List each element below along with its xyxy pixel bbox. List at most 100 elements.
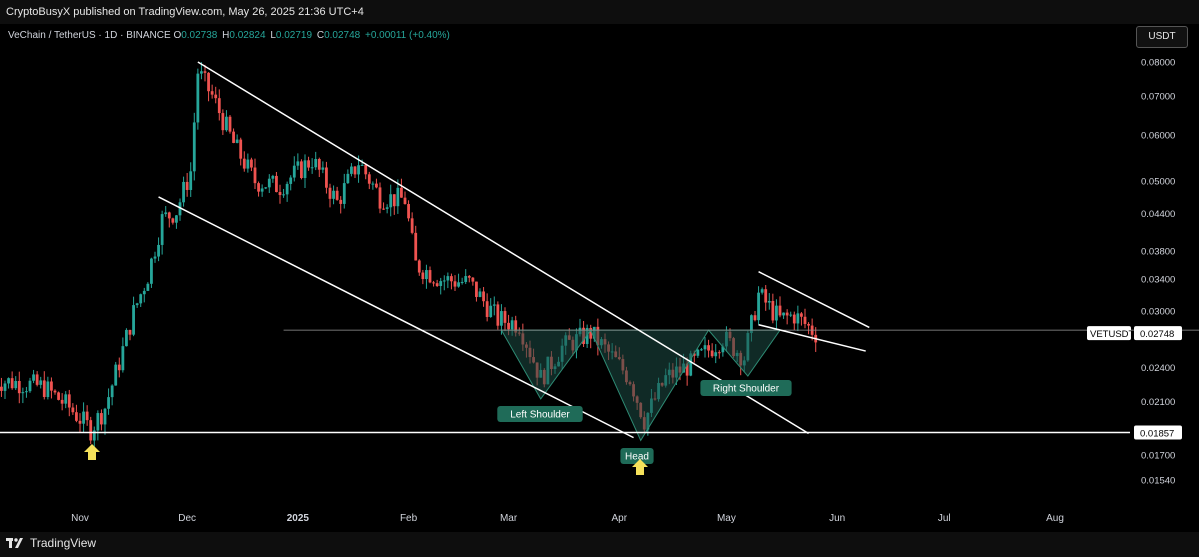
- candle-body: [775, 305, 778, 321]
- candle-body: [235, 139, 239, 143]
- open-value: 0.02738: [181, 30, 218, 41]
- candle-body: [92, 430, 96, 441]
- candle-body: [307, 160, 310, 168]
- candle-body: [107, 397, 110, 409]
- candle-body: [0, 386, 3, 391]
- candle-body: [382, 208, 385, 210]
- candle-body: [25, 391, 28, 393]
- candle-body: [350, 166, 353, 174]
- tradingview-logo[interactable]: TradingView: [6, 536, 96, 550]
- candle-body: [417, 260, 421, 273]
- chart-area[interactable]: [0, 24, 1199, 532]
- head-box: [620, 448, 654, 464]
- candle-body: [67, 394, 71, 408]
- candle-body: [46, 381, 50, 398]
- support-price-tag: [1134, 425, 1182, 440]
- candle-body: [792, 314, 796, 324]
- candle-body: [750, 315, 753, 334]
- y-tick-label: 0.07000: [1141, 91, 1175, 102]
- candle-body: [182, 181, 185, 203]
- candle-body: [353, 166, 357, 175]
- candle-body: [300, 161, 303, 179]
- candle-body: [267, 178, 271, 188]
- candle-body: [457, 282, 460, 287]
- candle-body: [257, 183, 260, 192]
- currency-button[interactable]: USDT: [1136, 26, 1188, 48]
- candle-body: [414, 232, 418, 261]
- candle-body: [110, 385, 114, 398]
- candle-body: [17, 380, 21, 394]
- candle-body: [207, 72, 210, 92]
- candle-body: [589, 327, 593, 339]
- x-tick-label: May: [717, 513, 736, 524]
- wedge-lower-line: [758, 324, 866, 352]
- candle-body: [364, 164, 368, 175]
- publish-info: CryptoBusyX published on TradingView.com…: [6, 6, 364, 18]
- high-label: H: [222, 30, 230, 41]
- candle-body: [296, 161, 300, 166]
- candle-body: [221, 113, 225, 131]
- candle-body: [50, 381, 53, 391]
- candle-body: [778, 305, 782, 316]
- candle-body: [121, 346, 125, 371]
- candle-body: [428, 270, 432, 283]
- candle-body: [3, 383, 7, 391]
- candle-body: [117, 364, 121, 371]
- candle-body: [771, 300, 775, 321]
- candle-body: [475, 281, 478, 297]
- candle-body: [717, 352, 721, 354]
- close-label: C: [316, 30, 325, 41]
- y-tick-label: 0.06000: [1141, 130, 1175, 141]
- head-arrow-icon: [632, 459, 648, 475]
- candle-body: [507, 322, 510, 330]
- y-tick-label: 0.05000: [1141, 177, 1175, 188]
- candle-body: [453, 281, 457, 287]
- candle-body: [357, 165, 360, 175]
- candle-body: [132, 305, 135, 335]
- candle-body: [242, 158, 246, 169]
- symbol-name: VeChain / TetherUS · 1D · BINANCE: [8, 30, 171, 41]
- candle-body: [289, 177, 293, 184]
- candle-body: [332, 190, 335, 199]
- footer-bar: TradingView: [0, 532, 1199, 557]
- candle-body: [703, 345, 707, 350]
- candle-body: [35, 374, 39, 385]
- candle-body: [439, 281, 443, 287]
- candle-body: [317, 158, 321, 170]
- last-price-tag: [1134, 326, 1182, 341]
- y-tick-label: 0.03000: [1141, 306, 1175, 317]
- candle-body: [467, 276, 471, 278]
- candle-body: [217, 98, 221, 114]
- brand-name: TradingView: [30, 536, 97, 550]
- x-tick-label: Mar: [500, 513, 518, 524]
- candle-body: [153, 256, 157, 259]
- candle-body: [485, 301, 489, 317]
- candle-body: [410, 218, 414, 233]
- symbol-legend: VeChain / TetherUS · 1D · BINANCE O0.027…: [8, 30, 452, 41]
- candle-body: [128, 329, 132, 335]
- publish-header: CryptoBusyX published on TradingView.com…: [0, 0, 1199, 24]
- high-value: 0.02824: [229, 30, 266, 41]
- candle-body: [250, 159, 253, 168]
- candle-body: [807, 323, 810, 326]
- candle-body: [192, 122, 196, 172]
- candle-body: [96, 413, 100, 431]
- candle-body: [342, 183, 346, 204]
- candle-body: [471, 277, 475, 282]
- x-tick-label: 2025: [287, 513, 310, 524]
- candle-body: [32, 374, 35, 381]
- x-tick-label: Nov: [71, 513, 89, 524]
- candle-body: [292, 165, 296, 178]
- candle-body: [425, 270, 428, 280]
- candle-body: [21, 392, 25, 394]
- candle-body: [378, 187, 382, 209]
- candle-body: [510, 320, 514, 330]
- candle-body: [232, 131, 235, 143]
- candle-body: [764, 289, 768, 303]
- candle-body: [89, 420, 93, 441]
- candle-body: [100, 413, 103, 425]
- candle-body: [432, 282, 435, 284]
- candle-body: [500, 311, 503, 326]
- candle-body: [721, 346, 725, 353]
